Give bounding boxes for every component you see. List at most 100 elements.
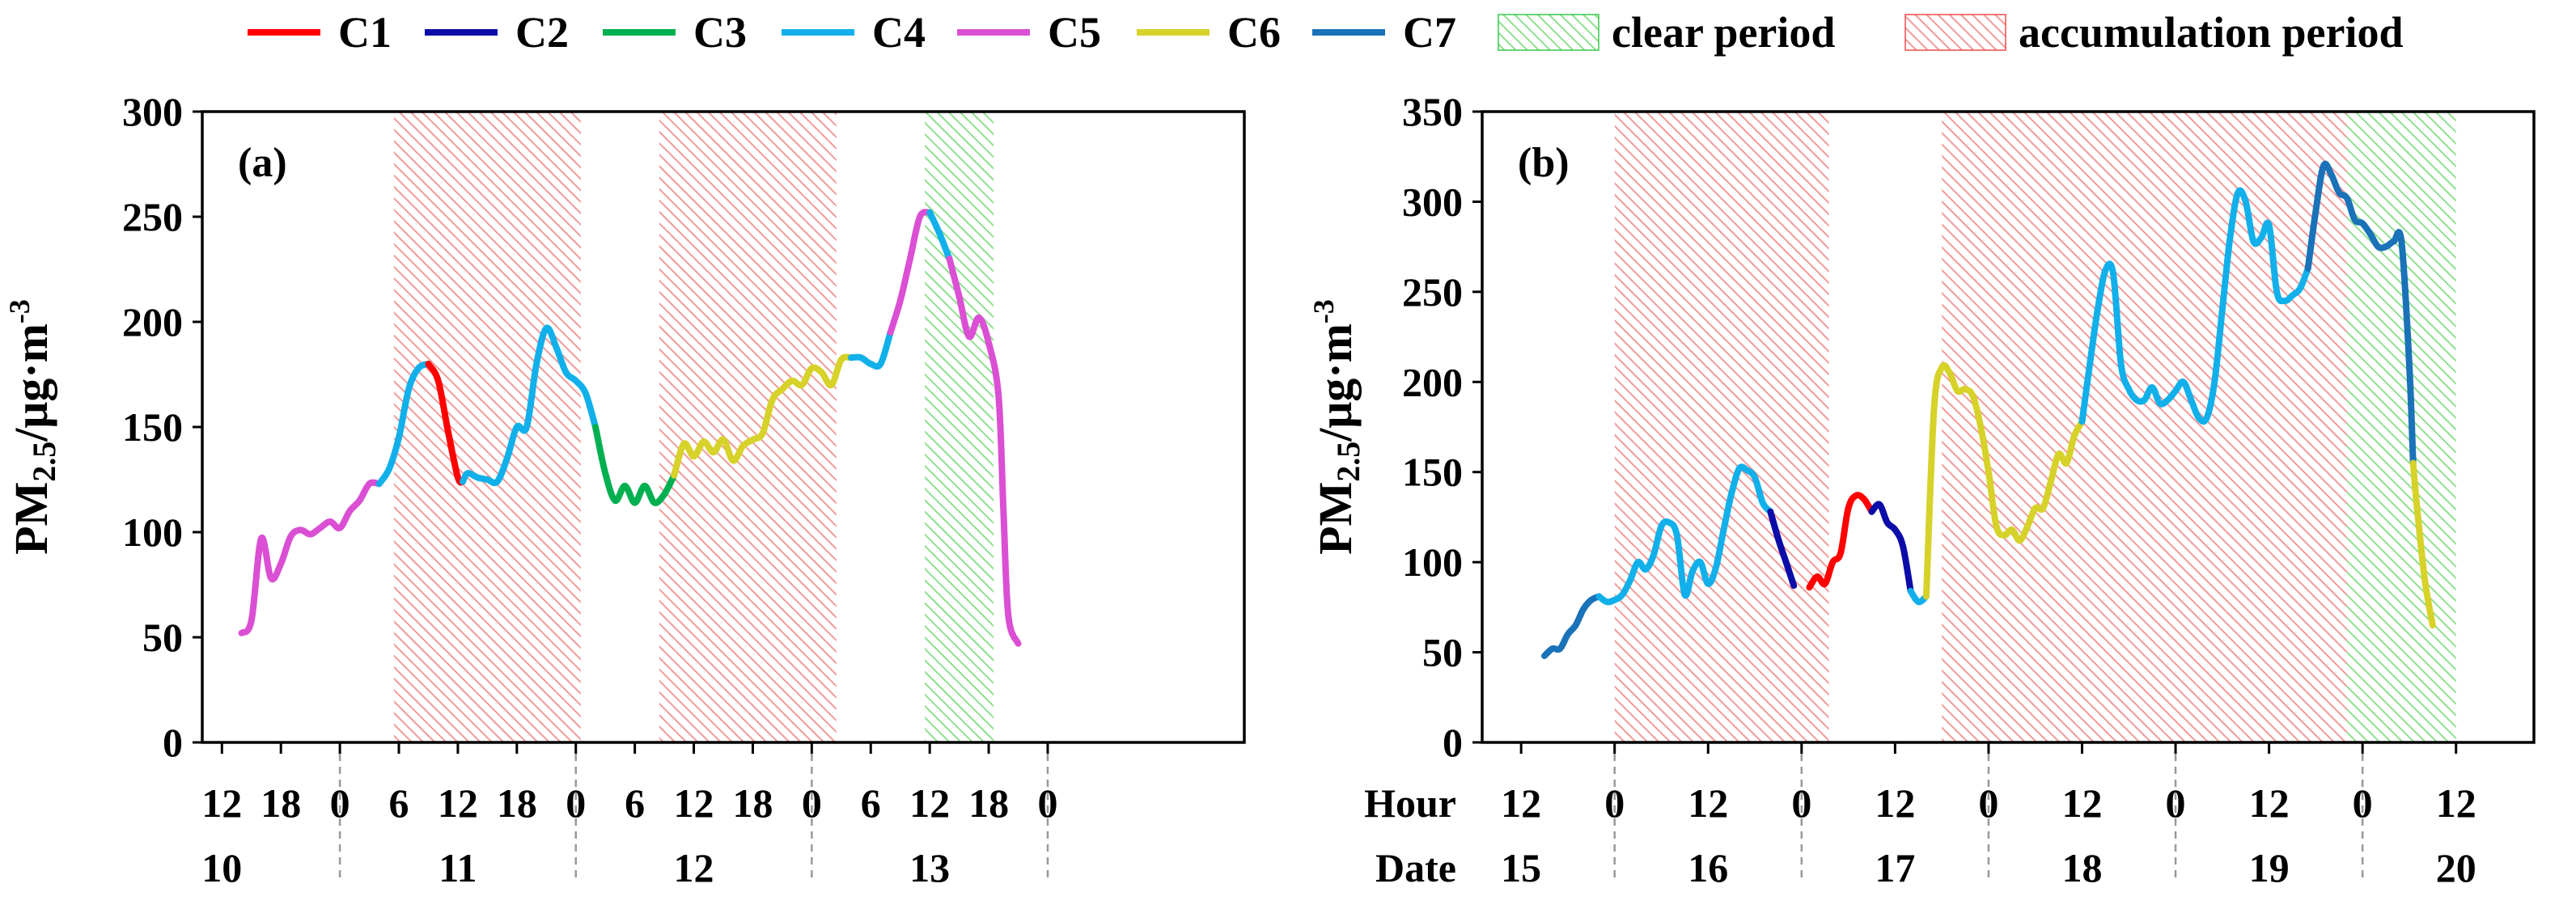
hour-tick-label: 6 [625, 780, 645, 826]
hour-tick-label: 12 [2249, 780, 2290, 826]
date-label: 11 [439, 845, 477, 890]
series-line-c2 [1868, 501, 1914, 594]
legend-label-c7: C7 [1403, 8, 1456, 57]
series-line-c4 [926, 209, 953, 262]
hour-tick-label: 0 [2166, 780, 2186, 826]
hour-tick-label: 12 [1501, 780, 1541, 826]
y-tick-label: 100 [122, 509, 183, 555]
y-tick-label: 250 [1402, 269, 1463, 315]
y-axis-title-sup: -3 [1307, 299, 1340, 323]
date-label: 13 [909, 845, 950, 890]
hour-tick-label: 12 [909, 780, 950, 826]
hour-tick-label: 12 [2436, 780, 2476, 826]
y-tick-label: 50 [1422, 630, 1463, 675]
legend-label-accumulation-period: accumulation period [2019, 8, 2404, 57]
legend-swatch-accumulation-period [1904, 14, 2006, 51]
date-label: 18 [2061, 845, 2102, 890]
accumulation-period-band [1942, 112, 2347, 742]
hour-tick-label: 0 [802, 780, 822, 826]
series-line-c6 [671, 353, 854, 479]
hour-tick-label: 12 [2061, 780, 2102, 826]
plot-frame [1481, 110, 2536, 744]
hour-tick-label: 6 [861, 780, 881, 826]
legend-label-c5: C5 [1048, 8, 1101, 57]
date-label: 19 [2249, 845, 2290, 890]
legend-label-c1: C1 [338, 8, 392, 57]
legend-label-clear-period: clear period [1612, 8, 1835, 57]
hour-tick-label: 6 [389, 780, 409, 826]
chart-panel-b: 0 50 100 150 200 250 300 350 12 0 12 0 12 0 12 0 12 0 12 15… [1307, 89, 2536, 890]
y-axis-title-sub: 2.5 [1330, 442, 1366, 482]
date-label: 16 [1688, 845, 1728, 890]
series-line-c3 [592, 424, 678, 506]
series-line-c1 [1806, 492, 1875, 591]
series-line-c6 [1922, 361, 2086, 600]
accumulation-period-band [393, 112, 581, 742]
y-tick-label: 150 [1402, 450, 1463, 495]
date-label: 10 [201, 845, 242, 890]
hour-tick-label: 0 [1604, 780, 1625, 826]
hour-tick-label: 12 [1875, 780, 1915, 826]
date-row-label: Date [1375, 845, 1456, 890]
y-axis-title-main: PM [5, 482, 57, 555]
plot-frame [201, 110, 1246, 744]
y-axis-title-main: PM [1309, 482, 1362, 555]
legend-label-c6: C6 [1227, 8, 1281, 57]
series-line-c4 [460, 324, 599, 487]
y-axis-title: PM2.5/μg·m-3 [1307, 299, 1366, 555]
hour-tick-label: 12 [1688, 780, 1728, 826]
date-label: 20 [2436, 845, 2476, 890]
hour-tick-label: 12 [201, 780, 242, 826]
series-line-c6 [2409, 459, 2436, 629]
panel-label: (a) [238, 140, 287, 186]
y-tick-label: 0 [1443, 720, 1463, 765]
date-label: 12 [674, 845, 714, 890]
date-label: 15 [1501, 845, 1541, 890]
y-axis-title-sup: -3 [3, 299, 36, 323]
y-tick-label: 0 [163, 720, 183, 765]
legend-label-c4: C4 [872, 8, 926, 57]
series-line-c5 [238, 479, 383, 636]
series-line-c2 [1767, 508, 1798, 590]
hour-row-label: Hour [1364, 780, 1456, 826]
hour-tick-label: 18 [261, 780, 301, 826]
y-tick-label: 200 [1402, 359, 1463, 404]
hour-tick-label: 0 [1791, 780, 1811, 826]
series-line-c7 [1541, 593, 1603, 659]
series-line-c5 [946, 256, 1022, 647]
hour-tick-label: 0 [1037, 780, 1057, 826]
clear-period-band [925, 112, 994, 742]
accumulation-period-band [659, 112, 837, 742]
panel-label: (b) [1518, 140, 1570, 186]
y-tick-label: 300 [1402, 179, 1463, 224]
chart-legend: C1 C2 C3 C4 C5 C6 C7 clear period accumulation p… [248, 8, 2404, 57]
legend-label-c3: C3 [693, 8, 747, 57]
series-line-c4 [2078, 187, 2311, 425]
y-axis-title-unit: /μg·m [1309, 323, 1362, 442]
y-axis-title-unit: /μg·m [5, 323, 57, 442]
hour-tick-label: 12 [438, 780, 478, 826]
series-line-c4 [375, 361, 432, 488]
y-tick-label: 150 [122, 404, 183, 450]
y-axis-title: PM2.5/μg·m-3 [3, 299, 62, 555]
hour-tick-label: 18 [497, 780, 537, 826]
legend-swatch-clear-period [1498, 14, 1599, 51]
y-tick-label: 100 [1402, 539, 1463, 585]
date-label: 17 [1875, 845, 1915, 890]
y-tick-label: 300 [122, 89, 183, 134]
series-line-c7 [2304, 160, 2417, 467]
hour-tick-label: 12 [674, 780, 714, 826]
series-line-c4 [1595, 463, 1774, 606]
hour-tick-label: 18 [968, 780, 1009, 826]
y-tick-label: 250 [122, 194, 183, 239]
y-tick-label: 200 [122, 299, 183, 345]
hour-tick-label: 18 [732, 780, 773, 826]
y-axis-title-sub: 2.5 [26, 442, 62, 482]
hour-tick-label: 0 [566, 780, 586, 826]
series-line-c4 [848, 329, 894, 370]
hour-tick-label: 0 [2353, 780, 2373, 826]
y-tick-label: 50 [142, 615, 183, 660]
